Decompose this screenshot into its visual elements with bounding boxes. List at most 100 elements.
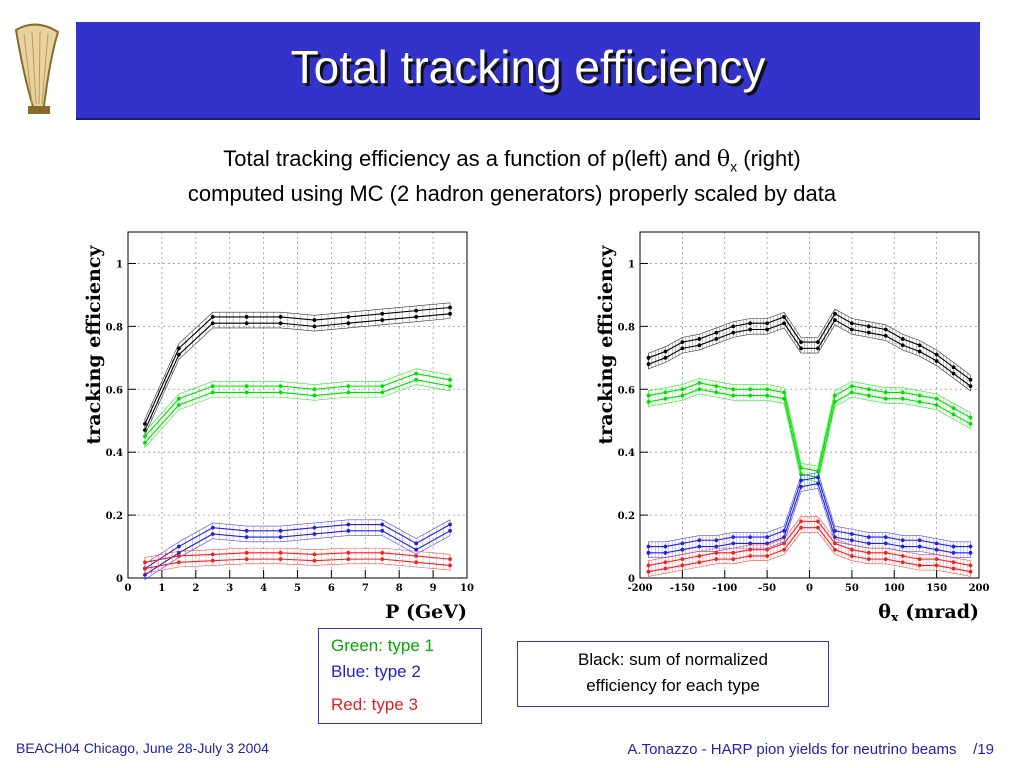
series-2-point-1-4 [714, 538, 719, 543]
x-tick-label-3: 3 [226, 583, 233, 594]
series-1-point-0-14 [883, 396, 888, 401]
series-2-point-0-5 [312, 532, 317, 536]
series-2-point-0-1 [663, 550, 668, 555]
series-2-point-0-14 [883, 541, 888, 546]
series-3-point-0-6 [748, 554, 753, 558]
series-3-point-1-15 [900, 554, 905, 558]
series-0-point-1-2 [210, 315, 215, 319]
series-0-point-0-4 [278, 321, 283, 326]
series-2-point-1-6 [346, 522, 351, 527]
series-1-point-1-10 [816, 469, 820, 473]
series-0-point-1-12 [849, 321, 854, 326]
series-0-point-1-4 [278, 315, 283, 319]
series-0-line-0 [648, 319, 971, 387]
series-3-point-1-4 [714, 550, 719, 555]
series-2-point-0-5 [731, 541, 736, 546]
series-1-point-0-7 [765, 393, 770, 398]
series-3-point-0-19 [968, 569, 973, 574]
series-0-point-1-5 [731, 324, 736, 329]
series-3-point-0-4 [278, 557, 283, 562]
series-0-point-1-3 [244, 315, 249, 319]
series-0-point-0-5 [312, 324, 317, 329]
y-tick-label-1: 0.2 [106, 511, 123, 522]
series-1-point-0-4 [714, 390, 719, 395]
series-0-point-0-6 [346, 321, 351, 326]
series-3-point-1-4 [278, 550, 283, 555]
series-0-point-1-14 [883, 327, 888, 332]
series-1-line-1 [648, 382, 971, 472]
series-2-point-1-2 [210, 525, 215, 530]
legend-black-line-2: efficiency for each type [586, 676, 760, 695]
series-2-point-1-7 [765, 535, 770, 540]
series-3-point-1-3 [244, 550, 249, 555]
series-1-point-1-16 [917, 393, 922, 398]
series-1-point-0-0 [143, 440, 147, 445]
series-1-point-1-12 [849, 384, 854, 389]
series-2-point-0-7 [380, 528, 385, 533]
series-3-point-1-12 [849, 547, 854, 552]
series-2-line-0 [648, 483, 971, 554]
series-1-point-0-8 [414, 377, 419, 382]
series-1-point-0-0 [646, 399, 651, 404]
y-tick-label-4: 0.8 [618, 322, 635, 333]
series-3-point-1-1 [663, 560, 668, 565]
series-0-point-1-13 [866, 324, 871, 329]
subtitle-line-1: Total tracking efficiency as a function … [223, 146, 801, 175]
series-2-point-0-17 [934, 547, 939, 552]
series-2-point-0-18 [951, 550, 956, 555]
series-3-point-1-18 [951, 560, 956, 565]
series-2-point-1-11 [833, 528, 837, 533]
series-1-point-1-14 [883, 390, 888, 395]
series-1-point-0-4 [278, 390, 283, 395]
series-3-point-1-2 [680, 557, 685, 562]
series-2-point-0-16 [917, 544, 922, 549]
series-3-band [648, 516, 971, 577]
y-tick-label-3: 0.6 [618, 385, 635, 396]
series-1-point-0-2 [210, 390, 215, 395]
series-2-point-0-9 [799, 484, 803, 489]
series-2-point-1-3 [697, 538, 702, 543]
series-1-point-0-16 [917, 399, 922, 404]
x-axis-label: P (GeV) [385, 601, 467, 621]
series-1-band [648, 377, 971, 483]
series-2-point-0-4 [714, 544, 719, 549]
series-1-point-1-13 [866, 387, 871, 392]
series-1-point-1-8 [782, 390, 786, 395]
series-0-point-0-7 [765, 327, 770, 332]
series-1-point-0-18 [951, 412, 956, 417]
series-3-point-1-7 [765, 547, 770, 552]
series-2-point-0-4 [278, 535, 283, 540]
series-0-point-0-16 [917, 349, 922, 354]
series-3-band [144, 547, 451, 574]
series-3-point-0-9 [448, 563, 452, 568]
series-3-point-0-0 [646, 569, 651, 574]
series-2-point-1-5 [312, 525, 317, 530]
series-3-point-1-8 [782, 541, 786, 546]
series-1-line-0 [144, 379, 451, 444]
series-3-point-0-13 [866, 557, 871, 562]
series-3-line-0 [144, 558, 451, 570]
series-0-line-0 [144, 313, 451, 431]
series-2-point-1-7 [380, 522, 385, 527]
series-0-point-1-5 [312, 318, 317, 322]
harp-logo-icon [14, 23, 60, 114]
x-axis-label: θx (mrad) [878, 601, 979, 621]
series-0-point-1-17 [934, 352, 939, 357]
series-3-point-1-10 [816, 519, 820, 524]
series-1-line-1 [144, 372, 451, 437]
series-1-point-0-12 [849, 390, 854, 395]
series-3-point-0-1 [663, 566, 668, 571]
series-3-point-1-6 [346, 550, 351, 555]
series-0-line-1 [144, 306, 451, 425]
footer-author: A.Tonazzo - HARP pion yields for neutrin… [627, 741, 994, 758]
series-2-point-0-15 [900, 544, 905, 549]
series-2-point-0-8 [782, 535, 786, 540]
series-1-point-1-9 [448, 377, 452, 382]
series-3-line-1 [648, 520, 971, 566]
series-1-point-1-4 [278, 384, 283, 389]
x-tick-label-0: -200 [627, 583, 652, 594]
series-0-point-0-1 [663, 355, 668, 360]
series-2-point-1-13 [866, 535, 871, 540]
series-1-point-1-15 [900, 390, 905, 395]
series-3-point-1-6 [748, 547, 753, 552]
